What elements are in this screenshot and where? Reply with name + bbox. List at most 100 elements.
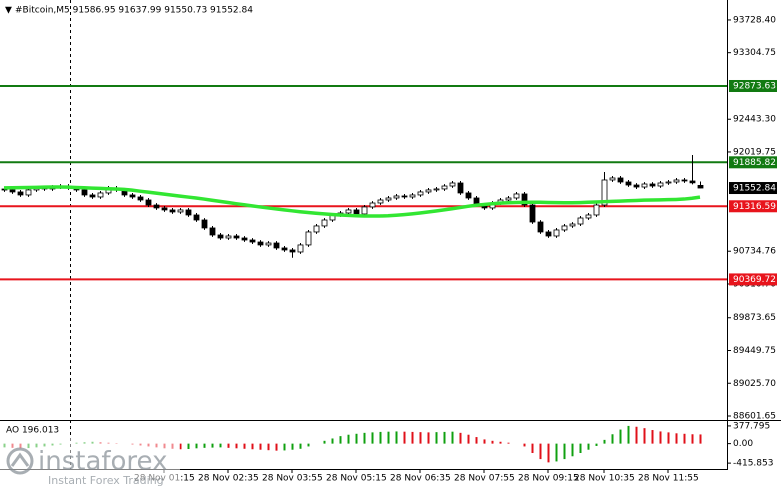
ao-y-tick-label: 0.00 <box>733 439 753 449</box>
logo-icon-mark <box>10 452 30 467</box>
logo-tagline: Instant Forex Trading <box>48 474 164 487</box>
candle-body <box>401 195 408 198</box>
moving-average <box>3 185 701 218</box>
candle-body <box>513 193 520 199</box>
candle-body <box>577 217 584 225</box>
logo-icon <box>6 447 34 475</box>
candle-body <box>153 204 160 209</box>
level-label-box <box>729 200 777 213</box>
candle-body <box>257 241 264 246</box>
candle-body <box>81 189 88 196</box>
candle-body <box>521 193 528 206</box>
y-tick-label: 89449.75 <box>733 346 776 356</box>
level-label-box <box>729 273 777 286</box>
level-label: 91885.82 <box>733 158 776 168</box>
y-tick-label: 92443.30 <box>733 115 776 125</box>
y-tick-label: 92019.75 <box>733 147 776 157</box>
indicator-label: AO 196.013 <box>6 426 59 436</box>
last-price-box <box>729 182 777 195</box>
candle-body <box>697 184 704 189</box>
level-label-box <box>729 79 777 92</box>
candle-body <box>593 204 600 216</box>
candle-body <box>17 191 24 196</box>
candle-body <box>217 234 224 239</box>
candle-body <box>457 182 464 194</box>
candle-body <box>441 185 448 190</box>
candle-body <box>361 206 368 215</box>
candle-body <box>97 192 104 198</box>
candle-body <box>561 225 568 231</box>
candle-body <box>425 189 432 193</box>
candle-body <box>289 249 296 253</box>
y-tick-label: 90734.76 <box>733 247 776 257</box>
candle-body <box>201 219 208 229</box>
candle-body <box>433 188 440 191</box>
candle-body <box>393 195 400 199</box>
candle-body <box>609 177 616 181</box>
candle-body <box>545 231 552 237</box>
candle-body <box>673 179 680 183</box>
candle-body <box>25 189 32 196</box>
candle-body <box>145 199 152 206</box>
level-label: 90369.72 <box>733 275 776 285</box>
x-tick-label: 28 Nov 02:35 <box>198 474 259 484</box>
level-label: 91316.59 <box>733 202 776 212</box>
y-tick-label: 93728.40 <box>733 15 776 25</box>
candle-body <box>641 183 648 188</box>
candle-body <box>537 221 544 233</box>
candle-body <box>297 244 304 253</box>
candle-body <box>369 202 376 208</box>
candle-body <box>417 191 424 196</box>
candle-body <box>569 223 576 227</box>
logo: instaforex Instant Forex Trading <box>0 438 180 489</box>
level-label: 92873.63 <box>733 81 776 91</box>
level-label-box <box>729 156 777 169</box>
candle-body <box>345 209 352 214</box>
candle-body <box>681 179 688 182</box>
ao-y-tick-label: -415.853 <box>733 459 773 469</box>
logo-name: instaforex <box>38 447 167 477</box>
chart-title: #Bitcoin,M5 91586.95 91637.99 91550.73 9… <box>15 6 253 16</box>
candle-body <box>185 209 192 216</box>
candle-body <box>233 235 240 239</box>
candle-body <box>409 194 416 198</box>
x-tick-label: 28 Nov 09:15 <box>518 474 579 484</box>
candle-body <box>649 183 656 187</box>
candle-body <box>321 219 328 227</box>
candle-body <box>617 177 624 183</box>
candle-body <box>505 197 512 201</box>
candle-body <box>449 182 456 187</box>
candle-body <box>273 242 280 249</box>
candle-body <box>665 181 672 184</box>
y-tick-label: 88601.65 <box>733 412 776 422</box>
x-tick-label: 28 Nov 03:55 <box>262 474 323 484</box>
x-tick-label: 28 Nov 06:35 <box>390 474 451 484</box>
candle-body <box>281 247 288 251</box>
plot-area: 93728.40 93304.75 92443.30 92019.75 90734.76… <box>0 15 777 484</box>
candle-body <box>177 209 184 213</box>
x-tick-label: 28 Nov 07:55 <box>454 474 515 484</box>
candle-body <box>169 209 176 213</box>
candle-body <box>585 214 592 219</box>
ao-y-tick-label: 377.795 <box>733 421 770 431</box>
candle-body <box>305 231 312 246</box>
candle-body <box>89 194 96 198</box>
candle-body <box>625 181 632 186</box>
candle-body <box>633 184 640 188</box>
x-tick-label: 28 Nov 11:55 <box>638 474 699 484</box>
logo-backdrop <box>0 438 180 489</box>
x-tick-label: 28 Nov 10:35 <box>574 474 635 484</box>
candle-body <box>225 235 232 239</box>
collapse-icon: ▼ <box>5 6 12 16</box>
candle-body <box>553 229 560 237</box>
x-tick-label: 28 Nov 05:15 <box>326 474 387 484</box>
candle-body <box>129 194 136 198</box>
candle-body <box>353 209 360 215</box>
candle-body <box>9 189 16 193</box>
candle-body <box>241 237 248 241</box>
candle-body <box>209 227 216 236</box>
candle-body <box>385 197 392 201</box>
candle-body <box>377 199 384 204</box>
candle-body <box>137 196 144 201</box>
